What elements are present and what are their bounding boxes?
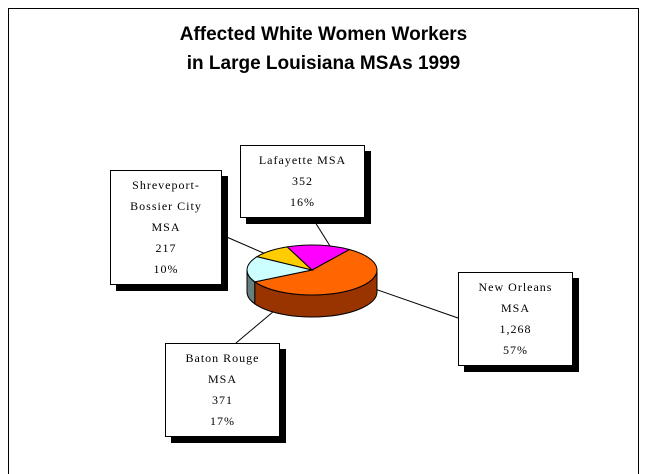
value-label: 352	[292, 174, 313, 188]
value-label: 217	[155, 241, 177, 255]
slice	[286, 244, 351, 271]
data-label-box: Shreveport-Bossier City MSA 217 10%	[110, 170, 222, 285]
slice-label: Lafayette MSA	[258, 153, 347, 167]
slice-label: Baton Rouge MSA	[185, 351, 260, 386]
leader-line	[314, 221, 331, 247]
percent-label: 57%	[503, 343, 528, 357]
slice	[253, 248, 378, 296]
value-label: 1,268	[499, 322, 532, 336]
slice-label: New Orleans MSA	[478, 280, 553, 315]
data-label-box: Lafayette MSA 352 16%	[240, 145, 365, 218]
chart-frame	[8, 8, 639, 474]
leader-line	[371, 287, 459, 319]
chart-title: in Large Louisiana MSAs 1999	[186, 53, 461, 74]
data-label-box: New Orleans MSA 1,268 57%	[458, 272, 573, 366]
percent-label: 16%	[290, 195, 315, 209]
data-label-box: Baton Rouge MSA 371 17%	[165, 343, 280, 437]
slice	[246, 256, 313, 283]
percent-label: 10%	[153, 262, 179, 276]
percent-label: 17%	[210, 414, 235, 428]
leader-line	[221, 234, 269, 256]
chart-title: Affected White Women Workers	[179, 24, 468, 45]
value-label: 371	[212, 393, 233, 407]
slice-label: Shreveport-Bossier City MSA	[130, 178, 202, 234]
